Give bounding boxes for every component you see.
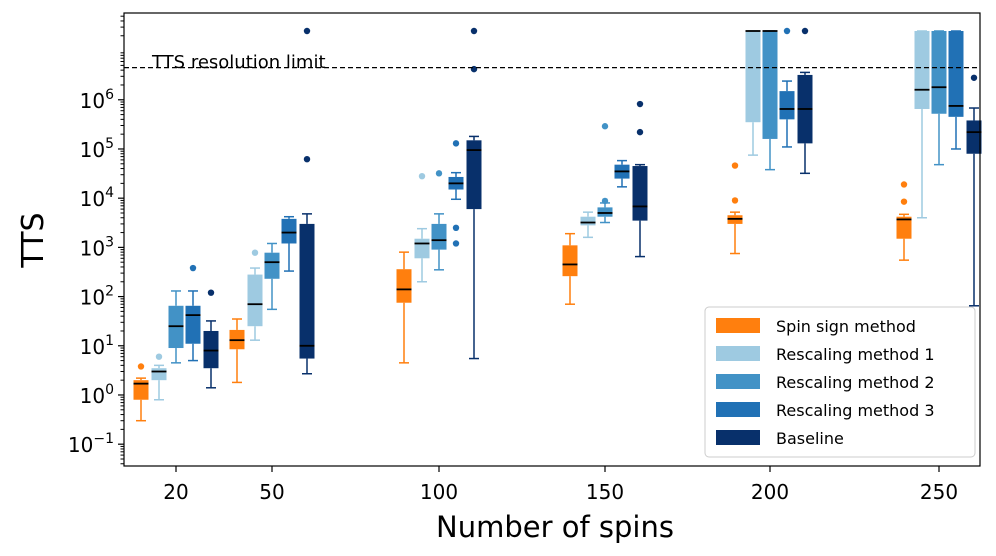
box	[431, 223, 447, 250]
legend-swatch	[716, 374, 760, 389]
legend-label: Baseline	[776, 429, 844, 448]
legend-label: Rescaling method 1	[776, 345, 935, 364]
legend-swatch	[716, 402, 760, 417]
y-axis-ticks: 10−1 100 101 102 103 104 105 106	[68, 15, 124, 465]
outlier-point	[783, 27, 791, 35]
plot-area	[133, 27, 982, 422]
legend-swatch	[716, 430, 760, 445]
x-tick-label: 20	[163, 480, 188, 504]
outlier-point	[303, 27, 311, 35]
outlier-point	[452, 140, 460, 147]
outlier-point	[470, 65, 478, 73]
box	[247, 274, 263, 327]
box	[185, 305, 201, 344]
box	[466, 140, 482, 210]
outlier-point	[251, 249, 259, 256]
box	[580, 216, 596, 226]
outlier-point	[731, 162, 739, 169]
legend-label: Spin sign method	[776, 317, 916, 336]
box	[966, 120, 982, 154]
outlier-point	[970, 74, 978, 81]
legend-label: Rescaling method 3	[776, 401, 935, 420]
box	[896, 216, 912, 239]
box	[931, 31, 947, 114]
x-tick-label: 250	[920, 480, 958, 504]
outlier-point	[801, 27, 809, 35]
y-tick-label: 100	[80, 382, 114, 408]
legend-swatch	[716, 318, 760, 333]
outlier-point	[155, 353, 163, 360]
legend-swatch	[716, 346, 760, 361]
y-axis-title: TTS	[16, 212, 51, 268]
resolution-limit-label: TTS resolution limit	[151, 52, 326, 73]
box	[562, 245, 578, 277]
x-tick-label: 150	[586, 480, 624, 504]
x-axis-title: Number of spins	[436, 510, 674, 544]
outlier-point	[470, 27, 478, 35]
box	[396, 269, 412, 303]
outlier-point	[601, 197, 609, 205]
outlier-point	[601, 123, 609, 130]
box	[948, 31, 964, 117]
box	[745, 31, 761, 123]
y-tick-label: 10−1	[68, 431, 114, 457]
y-tick-label: 101	[80, 333, 114, 359]
box	[632, 166, 648, 221]
box	[133, 380, 149, 400]
outlier-point	[452, 240, 460, 247]
outlier-point	[435, 170, 443, 177]
outlier-point	[418, 172, 426, 180]
outlier-point	[207, 289, 215, 296]
y-tick-label: 104	[80, 185, 114, 211]
box	[281, 218, 297, 244]
box	[762, 31, 778, 139]
x-tick-label: 100	[420, 480, 458, 504]
outlier-point	[303, 155, 311, 163]
y-tick-label: 102	[80, 284, 114, 310]
box	[264, 252, 280, 279]
outlier-point	[137, 363, 145, 370]
box	[414, 238, 430, 259]
box	[299, 223, 315, 359]
box	[203, 330, 219, 369]
plot-frame	[123, 12, 981, 467]
box	[779, 91, 795, 120]
outlier-point	[636, 100, 644, 108]
box	[914, 31, 930, 109]
x-axis-ticks: 20 50 100 150 200 250	[163, 466, 958, 504]
y-tick-label: 106	[80, 87, 114, 113]
legend-label: Rescaling method 2	[776, 373, 935, 392]
legend: Spin sign method Rescaling method 1 Rescal…	[704, 306, 976, 458]
outlier-point	[452, 224, 460, 231]
y-tick-label: 103	[80, 234, 114, 260]
outlier-point	[636, 128, 644, 136]
outlier-point	[900, 198, 908, 205]
box	[597, 207, 613, 217]
y-tick-label: 105	[80, 136, 114, 162]
outlier-point	[731, 197, 739, 204]
x-tick-label: 50	[259, 480, 284, 504]
outlier-point	[189, 264, 197, 272]
outlier-point	[900, 181, 908, 188]
box	[151, 368, 167, 381]
x-tick-label: 200	[751, 480, 789, 504]
legend-frame	[704, 306, 976, 458]
